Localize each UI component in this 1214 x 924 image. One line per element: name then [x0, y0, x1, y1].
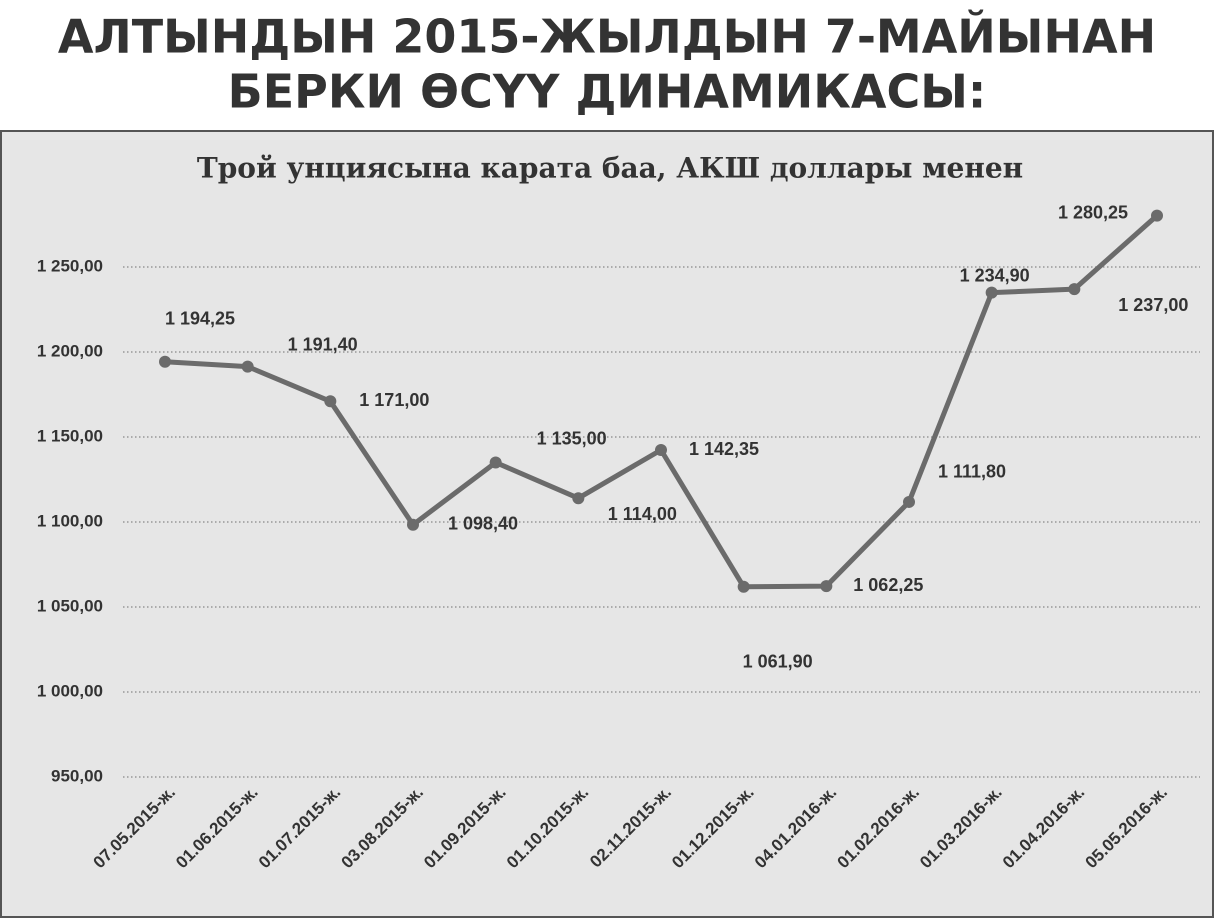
value-label: 1 135,00 [537, 428, 607, 448]
chart-title: БЕРКИ ӨСҮҮ ДИНАМИКАСЫ: [228, 65, 987, 119]
point [985, 286, 998, 299]
value-label: 1 061,90 [743, 652, 813, 672]
value-label: 1 142,35 [689, 439, 759, 459]
chart-background [0, 130, 1214, 918]
value-label: 1 191,40 [288, 334, 358, 354]
y-tick-label: 1 150,00 [37, 426, 103, 445]
point [903, 495, 915, 508]
y-tick-label: 1 200,00 [37, 341, 103, 360]
y-tick-label: 1 250,00 [37, 256, 103, 275]
value-label: 1 194,25 [165, 309, 235, 329]
point [407, 518, 419, 531]
point [324, 395, 337, 408]
point [572, 492, 585, 505]
value-label: 1 062,25 [853, 575, 923, 595]
point [159, 355, 171, 368]
point [737, 580, 750, 593]
value-label: 1 280,25 [1058, 202, 1128, 222]
y-tick-label: 1 000,00 [37, 681, 103, 700]
y-tick-label: 950,00 [51, 766, 103, 785]
chart-title: АЛТЫНДЫН 2015-ЖЫЛДЫН 7-МАЙЫНАН [58, 10, 1156, 64]
value-label: 1 237,00 [1118, 295, 1188, 315]
y-tick-label: 1 100,00 [37, 511, 103, 530]
value-label: 1 234,90 [960, 265, 1030, 285]
value-label: 1 171,00 [359, 390, 429, 410]
point [489, 456, 502, 469]
value-label: 1 098,40 [448, 513, 518, 533]
chart-subtitle: Трой унциясына карата баа, АКШ доллары м… [197, 152, 1023, 185]
point [655, 444, 667, 457]
point [1151, 209, 1163, 222]
y-tick-label: 1 050,00 [37, 596, 103, 615]
point [1068, 283, 1081, 296]
point [241, 360, 254, 373]
point [820, 580, 833, 593]
value-label: 1 114,00 [608, 504, 677, 524]
value-label: 1 111,80 [938, 462, 1006, 482]
